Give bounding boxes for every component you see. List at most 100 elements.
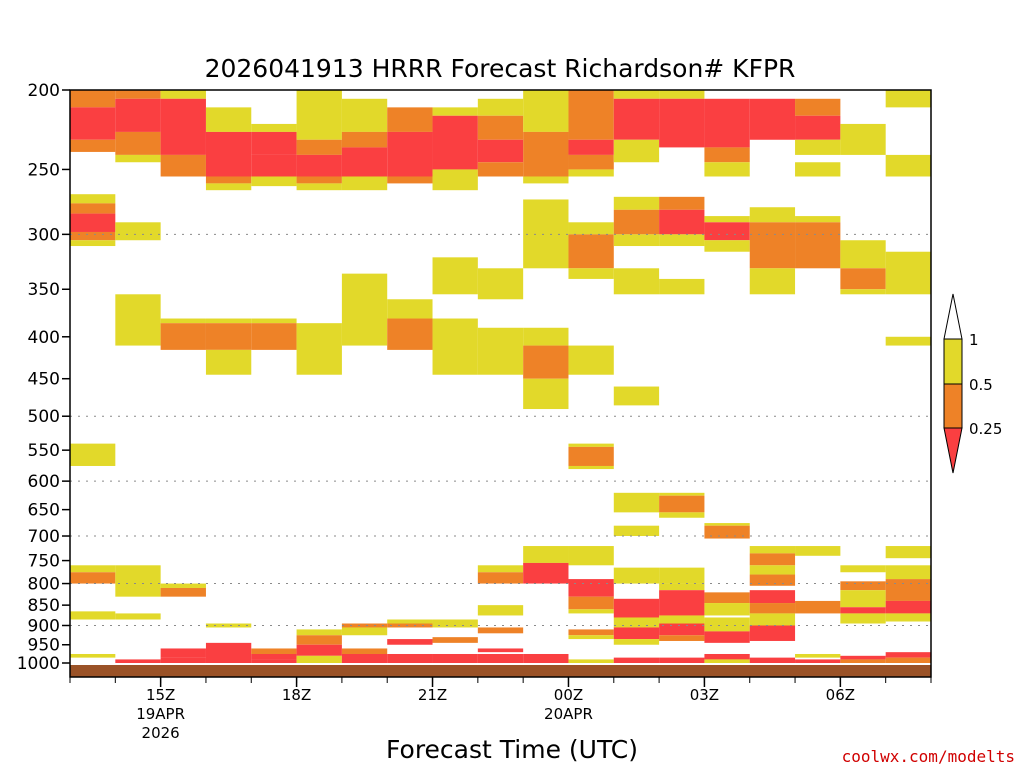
heatmap-cell (432, 653, 478, 663)
heatmap-cell (160, 657, 206, 663)
heatmap-cell (432, 257, 478, 295)
heatmap-cell (885, 154, 931, 177)
heatmap-cell (387, 131, 433, 177)
heatmap-cell (704, 523, 750, 526)
heatmap-cell (523, 176, 569, 184)
heatmap-cell (568, 596, 614, 610)
heatmap-cell (885, 546, 931, 559)
heatmap-cell (296, 629, 342, 636)
heatmap-cell (659, 495, 705, 513)
heatmap-cell (568, 268, 614, 279)
heatmap-cell (568, 629, 614, 636)
heatmap-cell (160, 90, 206, 99)
heatmap-cell (160, 98, 206, 155)
colorbar-arrow-bottom (943, 427, 963, 474)
plot-frame (69, 89, 932, 678)
heatmap-cell (613, 90, 660, 99)
heatmap-cell (387, 623, 433, 628)
heatmap-cell (115, 613, 161, 620)
heatmap-cell (840, 268, 886, 290)
x-tick-label: 03Z (690, 686, 719, 704)
heatmap-cell (749, 98, 796, 140)
heatmap-cell (704, 631, 750, 643)
heatmap-cell (341, 131, 388, 148)
heatmap-cell (523, 131, 569, 177)
credit-text[interactable]: coolwx.com/modelts (842, 747, 1015, 766)
heatmap-cell (160, 154, 206, 177)
heatmap-cell (749, 565, 796, 575)
heatmap-cell (795, 139, 841, 155)
heatmap-cell (160, 318, 206, 324)
heatmap-cell (568, 345, 614, 375)
heatmap-cell (523, 546, 569, 563)
heatmap-cell (523, 327, 569, 346)
y-tick-label: 200 (28, 81, 60, 101)
heatmap-cell (659, 278, 705, 295)
chart-title: 2026041913 HRRR Forecast Richardson# KFP… (205, 54, 796, 83)
heatmap-cell (523, 378, 569, 410)
heatmap-cell (795, 162, 841, 177)
heatmap-cell (613, 525, 660, 537)
heatmap-cell (568, 234, 614, 269)
heatmap-cell (568, 169, 614, 177)
heatmap-cell (251, 318, 297, 324)
heatmap-cell (795, 600, 841, 614)
heatmap-cell (613, 386, 660, 406)
heatmap-cell (704, 653, 750, 660)
heatmap-cell (115, 131, 161, 155)
heatmap-cell (432, 318, 478, 375)
heatmap-cell (205, 183, 252, 191)
heatmap-cell (115, 565, 161, 597)
heatmap-cell (749, 590, 796, 604)
heatmap-cell (659, 98, 705, 148)
heatmap-cell (568, 90, 614, 140)
heatmap-cell (432, 115, 478, 170)
heatmap-cell (296, 90, 342, 140)
heatmap-cell (704, 603, 750, 616)
heatmap-cell (749, 546, 796, 554)
heatmap-cell (659, 90, 705, 99)
heatmap-cell (568, 609, 614, 614)
heatmap-cell (477, 327, 524, 375)
heatmap-cell (885, 600, 931, 614)
y-tick-label: 550 (28, 441, 60, 461)
heatmap-cell (659, 615, 705, 624)
heatmap-cell (387, 176, 433, 184)
heatmap-cell (795, 222, 841, 269)
heatmap-cell (341, 623, 388, 628)
heatmap-cell (523, 345, 569, 379)
heatmap-cell (477, 115, 524, 140)
heatmap-cell (70, 565, 116, 573)
heatmap-cell (296, 644, 342, 656)
heatmap-cell (341, 273, 388, 346)
heatmap-cell (840, 607, 886, 614)
heatmap-cell (840, 240, 886, 269)
heatmap-cell (477, 98, 524, 116)
heatmap-cell (296, 139, 342, 155)
colorbar-label: 0.5 (969, 376, 993, 394)
x-tick-label: 20APR (544, 705, 593, 723)
y-tick-label: 600 (28, 472, 60, 492)
heatmap-cell (387, 299, 433, 319)
heatmap-cell (885, 657, 931, 663)
heatmap-cell (387, 639, 433, 645)
heatmap-cell (115, 154, 161, 163)
heatmap-cell (205, 176, 252, 184)
heatmap-cell (251, 154, 297, 177)
heatmap-cell (613, 268, 660, 295)
heatmap-cell (613, 139, 660, 163)
heatmap-cell (523, 90, 569, 132)
heatmap-cell (840, 655, 886, 660)
heatmap-cell (704, 659, 750, 663)
heatmap-cell (885, 336, 931, 346)
heatmap-cell (885, 565, 931, 580)
colorbar-orange (943, 383, 963, 429)
heatmap-cell (659, 512, 705, 518)
heatmap-cell (205, 623, 252, 628)
heatmap-cell (659, 590, 705, 616)
y-tick-label: 750 (28, 552, 60, 572)
heatmap-cell (885, 652, 931, 658)
heatmap-cell (659, 209, 705, 235)
heatmap-cell (387, 318, 433, 350)
heatmap-cell (568, 659, 614, 663)
